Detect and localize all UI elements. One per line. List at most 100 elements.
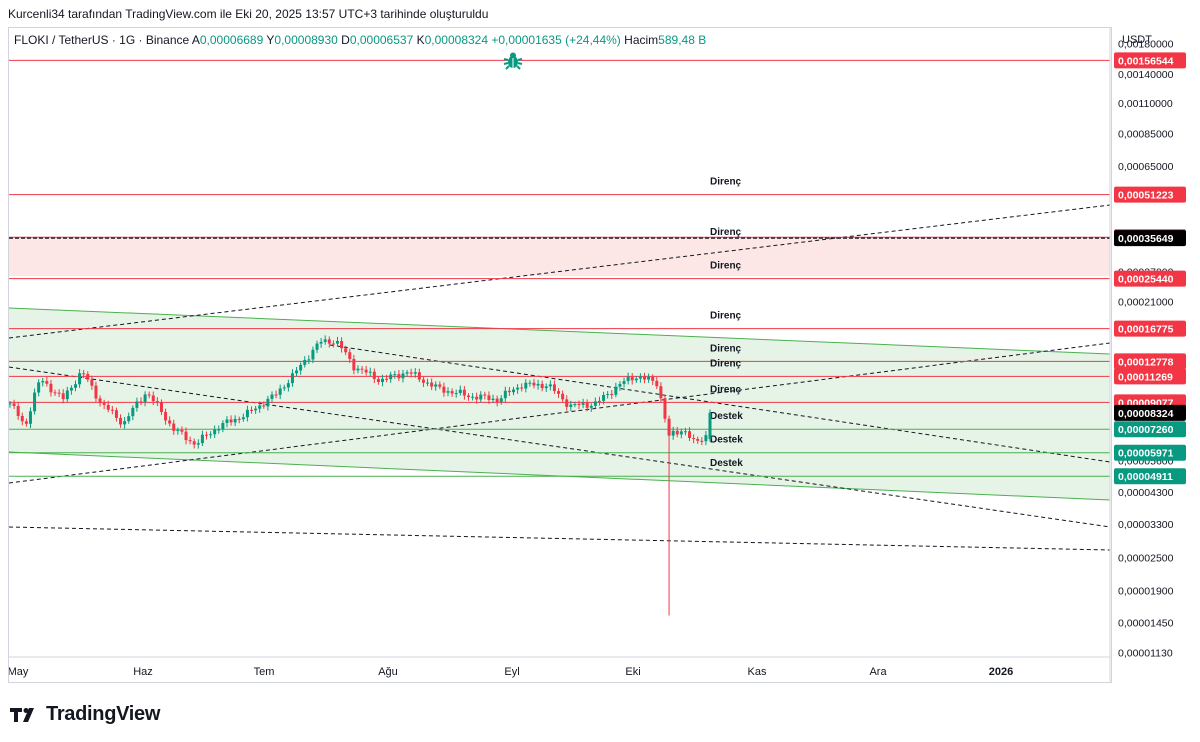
- x-tick-label-1: Haz: [133, 666, 153, 678]
- x-tick-label-4: Eyl: [504, 666, 519, 678]
- legend-close: 0,00008324: [424, 33, 489, 47]
- legend-volume-label: Hacim: [624, 33, 659, 47]
- candle-body: [209, 434, 213, 436]
- candle-body: [647, 376, 651, 380]
- candle-body: [405, 372, 409, 374]
- candle-body: [638, 376, 642, 379]
- trendline-0: [8, 204, 1111, 339]
- price-tag-10: 0,00004911: [1118, 471, 1173, 483]
- candle-body: [565, 399, 569, 407]
- currency-label[interactable]: USDT: [1122, 34, 1152, 46]
- legend-close-label: K: [416, 33, 425, 47]
- candle-body: [696, 438, 700, 441]
- candle-body: [688, 431, 692, 439]
- candle-body: [487, 395, 491, 400]
- candle-body: [446, 391, 450, 393]
- candle-body: [86, 373, 90, 380]
- legend-high-label: Y: [266, 33, 275, 47]
- candle-body: [98, 398, 102, 404]
- candle-body: [417, 372, 421, 380]
- candle-body: [331, 343, 335, 345]
- candle-body: [376, 379, 380, 382]
- candle-body: [544, 386, 548, 389]
- candle-body: [597, 400, 601, 402]
- candle-body: [606, 394, 610, 396]
- level-label-4: Direnç: [710, 358, 742, 369]
- candle-body: [250, 409, 254, 411]
- candle-body: [286, 383, 290, 388]
- y-tick-label-1: 0,00140000: [1118, 69, 1174, 81]
- candle-body: [8, 403, 12, 405]
- candle-body: [667, 418, 671, 436]
- candle-body: [512, 389, 516, 393]
- legend-open: 0,00006689: [199, 33, 264, 47]
- candle-body: [65, 390, 69, 400]
- candle-body: [561, 393, 565, 400]
- candle-body: [438, 384, 442, 387]
- candle-body: [389, 374, 393, 380]
- x-tick-label-5: Eki: [625, 666, 640, 678]
- candle-body: [192, 441, 196, 445]
- candle-body: [466, 395, 470, 398]
- price-tag-3: 0,00025440: [1118, 274, 1174, 286]
- candle-body: [475, 396, 479, 400]
- level-label-8: Destek: [710, 458, 743, 469]
- candle-body: [61, 393, 65, 400]
- level-label-2: Direnç: [710, 311, 742, 322]
- y-tick-label-0: 0,00180000: [1118, 39, 1174, 51]
- price-tag-8-bg: [1114, 421, 1186, 438]
- candle-body: [426, 382, 430, 384]
- candle-body: [131, 407, 135, 417]
- candle-body: [102, 403, 106, 405]
- candle-body: [679, 431, 683, 435]
- candle-body: [49, 383, 53, 393]
- candle-body: [356, 368, 360, 371]
- candle-body: [200, 434, 204, 444]
- candle-body: [659, 386, 663, 399]
- candle-body: [430, 382, 434, 387]
- candle-body: [683, 431, 687, 433]
- candle-body: [413, 372, 417, 374]
- legend-symbol[interactable]: FLOKI / TetherUS · 1G · Binance: [14, 33, 190, 47]
- candle-body: [548, 384, 552, 387]
- candle-body: [397, 374, 401, 379]
- descending-channel: [9, 308, 1110, 500]
- level-label-1: Direnç: [710, 261, 742, 272]
- candle-body: [196, 443, 200, 445]
- candle-body: [552, 384, 556, 392]
- candle-body: [241, 417, 245, 420]
- candle-body: [119, 417, 123, 425]
- candle-body: [491, 398, 495, 400]
- x-tick-label-0: May: [8, 666, 29, 678]
- candle-body: [675, 430, 679, 435]
- candle-body: [295, 370, 299, 374]
- candle-body: [53, 392, 57, 394]
- candle-body: [671, 430, 675, 436]
- dashed-level-tag: 0,00035649: [1118, 233, 1174, 245]
- candle-body: [82, 373, 86, 375]
- brand[interactable]: TradingView: [10, 703, 160, 726]
- candle-body: [479, 394, 483, 400]
- candle-body: [37, 382, 41, 393]
- level-label-6: Destek: [710, 411, 743, 422]
- legend-open-label: A: [191, 33, 200, 47]
- candle-body: [704, 435, 708, 442]
- candle-body: [385, 378, 389, 380]
- trendline-3: [329, 344, 1111, 463]
- candle-body: [335, 341, 339, 344]
- candle-body: [282, 387, 286, 389]
- candle-body: [127, 416, 131, 422]
- candle-body: [442, 386, 446, 393]
- bug-icon[interactable]: [502, 50, 524, 72]
- candle-body: [581, 402, 585, 405]
- candle-body: [172, 423, 176, 431]
- candle-body: [274, 394, 278, 396]
- candle-body: [33, 392, 37, 412]
- y-tick-label-12: 0,00001130: [1118, 648, 1173, 660]
- candle-body: [327, 339, 331, 344]
- candle-body: [123, 421, 127, 425]
- candle-body: [622, 381, 626, 384]
- candle-body: [90, 379, 94, 386]
- y-tick-label-8: 0,00003300: [1118, 519, 1174, 531]
